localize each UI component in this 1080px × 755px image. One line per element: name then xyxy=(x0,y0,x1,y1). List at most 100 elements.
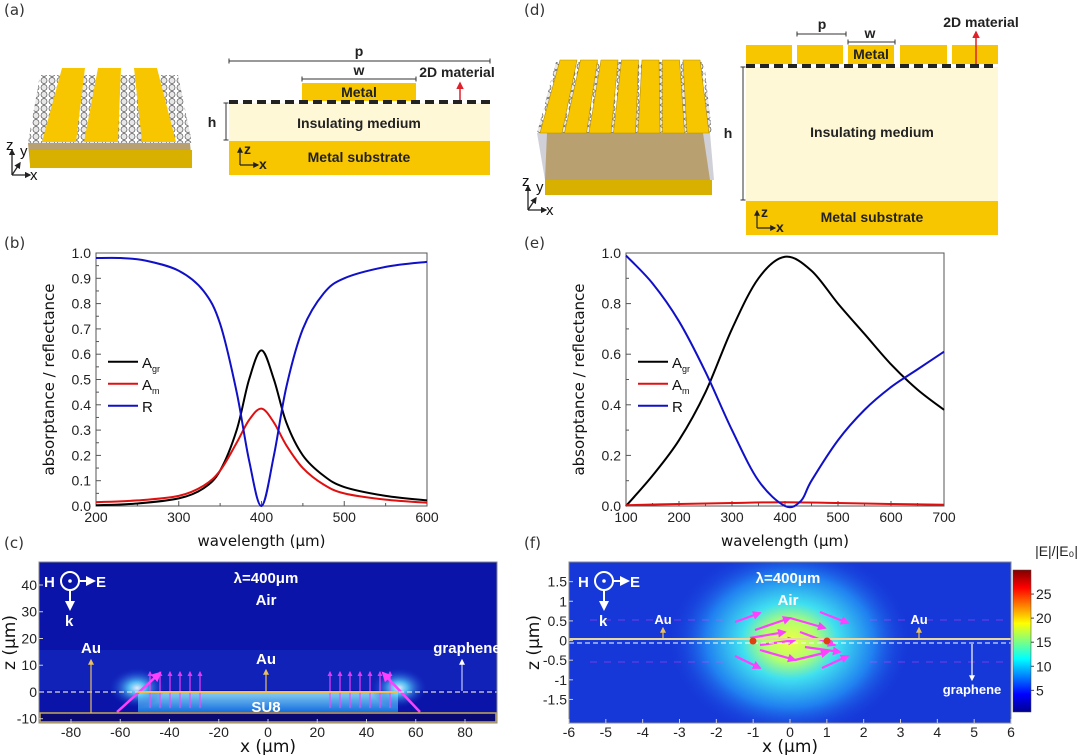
x-tick-label: -40 xyxy=(159,724,179,740)
x-axis-label: wavelength (μm) xyxy=(197,532,325,550)
watermark xyxy=(790,700,850,720)
x-tick-label: 200 xyxy=(84,509,108,525)
h-label: H xyxy=(578,574,589,591)
legend-subscript: gr xyxy=(682,364,690,374)
axes-icon-xz-a: z x xyxy=(237,141,267,172)
au-substrate-label: Au xyxy=(81,640,101,657)
legend-name: R xyxy=(672,399,683,416)
y-tick-label: -10 xyxy=(17,711,37,727)
x-tick-label: 600 xyxy=(879,509,903,525)
legend-entry: R xyxy=(142,399,153,416)
axis-x-label: x xyxy=(30,167,38,184)
substrate-label: Metal substrate xyxy=(821,209,924,225)
axis-z-label: z xyxy=(6,137,14,154)
legend-name: A xyxy=(142,377,152,394)
y-tick-label: -1 xyxy=(555,672,568,688)
x-tick-label: 3 xyxy=(897,724,905,740)
x-axis-label: x (μm) xyxy=(762,737,818,755)
y-axis-label: z (μm) xyxy=(0,615,20,670)
insulating-label: Insulating medium xyxy=(297,115,421,131)
y-tick-label: 10 xyxy=(21,657,37,673)
colorbar-tick-label: 10 xyxy=(1036,658,1052,674)
series-line-agr xyxy=(625,255,945,507)
metal-strip xyxy=(588,59,619,134)
metal-strip xyxy=(900,45,947,64)
x-tick-label: 2 xyxy=(860,724,868,740)
x-tick-label: -1 xyxy=(747,724,760,740)
panel-label-f: (f) xyxy=(524,534,541,552)
insulating-layer xyxy=(229,103,490,141)
metal-substrate xyxy=(746,201,998,235)
x-tick-label: -3 xyxy=(673,724,686,740)
legend-name: A xyxy=(142,355,152,372)
insulating-layer xyxy=(746,67,998,201)
colorbar-gradient xyxy=(1012,569,1032,713)
legend-entry: R xyxy=(672,399,683,416)
field-arrow xyxy=(734,611,762,624)
legend-name: R xyxy=(142,399,153,416)
y-tick-label: 0.5 xyxy=(548,613,568,629)
metal-label: Metal xyxy=(853,46,889,62)
au-strip-label: Au xyxy=(256,651,276,668)
colorbar-title: |E|/|E₀| xyxy=(1035,543,1078,559)
legend-subscript: gr xyxy=(152,364,160,374)
wavelength-annotation: λ=400μm xyxy=(234,570,299,587)
y-tick-label: 0.8 xyxy=(72,296,92,312)
graphene-label: graphene xyxy=(943,682,1002,697)
x-tick-label: 500 xyxy=(826,509,850,525)
y-tick-label: 0 xyxy=(559,633,567,649)
e-label: E xyxy=(96,574,106,591)
x-axis-label: x (μm) xyxy=(240,737,296,755)
legend-entry: Am xyxy=(672,377,690,396)
field-arrow xyxy=(804,645,842,656)
x-tick-label: 700 xyxy=(932,509,956,525)
axis-z-label: z xyxy=(761,204,768,220)
colorbar-tick-label: 5 xyxy=(1036,682,1044,698)
au-left-label: Au xyxy=(654,612,671,627)
height-label: h xyxy=(208,114,217,130)
x-tick-label: 0 xyxy=(786,724,794,740)
axis-x-label: x xyxy=(259,156,267,172)
x-tick-label: 0 xyxy=(264,724,272,740)
metal-strip xyxy=(952,45,998,64)
axes-icon-a: z y x xyxy=(6,137,38,184)
su8-label: SU8 xyxy=(251,699,280,716)
metal-strip xyxy=(746,45,792,64)
wavelength-annotation: λ=400μm xyxy=(756,570,821,587)
y-tick-label: 0.3 xyxy=(72,422,92,438)
2d-material-label: 2D material xyxy=(419,64,494,80)
x-tick-label: -6 xyxy=(563,724,576,740)
au-right-label: Au xyxy=(910,612,927,627)
x-tick-label: 5 xyxy=(970,724,978,740)
x-tick-label: -2 xyxy=(710,724,723,740)
x-tick-label: 1 xyxy=(823,724,831,740)
colorbar-tick-label: 25 xyxy=(1036,586,1052,602)
series-line-agr xyxy=(95,349,428,507)
field-arrow xyxy=(819,610,850,625)
metal-strip xyxy=(662,59,685,134)
y-tick-label: 1 xyxy=(559,593,567,609)
y-tick-label: 1.0 xyxy=(602,245,622,261)
axis-x-label: x xyxy=(546,202,554,219)
x-tick-label: -20 xyxy=(209,724,229,740)
legend-subscript: m xyxy=(682,386,690,396)
metal-label: Metal xyxy=(341,84,377,100)
2d-material-label: 2D material xyxy=(943,14,1018,30)
graphene-label: graphene xyxy=(433,640,501,657)
y-tick-label: 40 xyxy=(21,577,37,593)
series-line-r xyxy=(625,254,945,509)
x-tick-label: -5 xyxy=(600,724,613,740)
height-label: h xyxy=(724,125,733,141)
field-arrow xyxy=(754,616,792,632)
y-tick-label: -0.5 xyxy=(543,652,567,668)
field-hotspot-left xyxy=(109,668,165,708)
y-tick-label: 20 xyxy=(21,630,37,646)
x-tick-label: 600 xyxy=(415,509,439,525)
panel-label-e: (e) xyxy=(524,234,545,252)
field-arrow xyxy=(789,616,827,631)
axis-y-label: y xyxy=(20,143,28,160)
field-arrow xyxy=(821,654,850,669)
x-tick-label: -60 xyxy=(110,724,130,740)
legend-name: A xyxy=(672,355,682,372)
y-tick-label: 0.9 xyxy=(72,270,92,286)
